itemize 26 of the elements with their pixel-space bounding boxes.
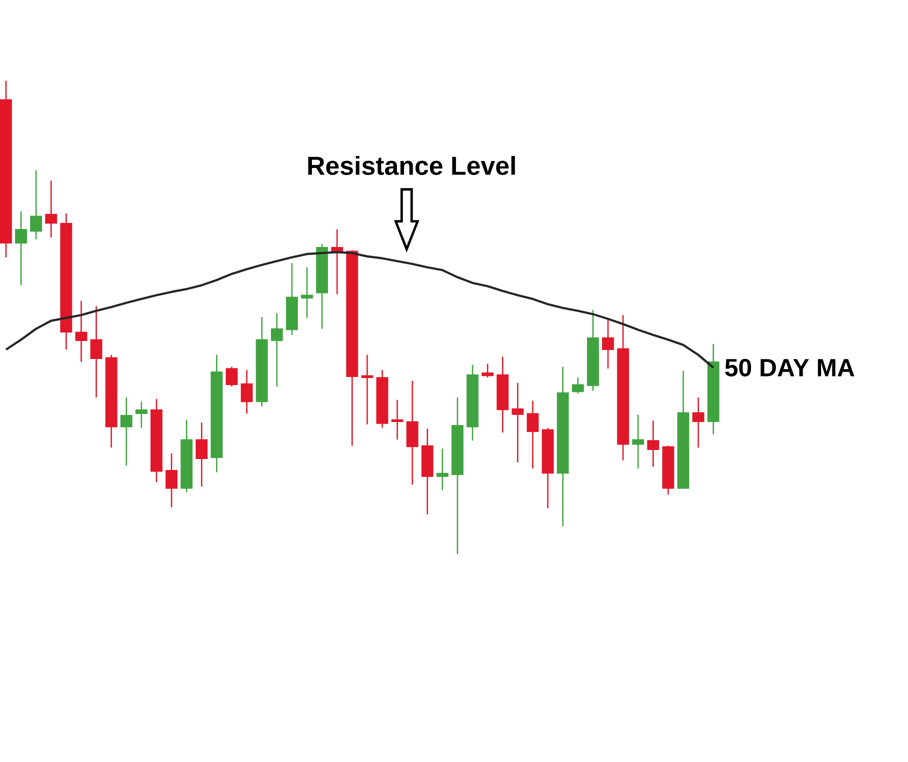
candlestick	[391, 399, 404, 440]
candlestick	[572, 377, 584, 395]
candlestick	[226, 366, 238, 388]
candlestick	[647, 420, 660, 468]
series-label: 50 DAY MA	[725, 359, 854, 377]
candlestick	[436, 448, 448, 492]
candlestick	[75, 300, 88, 363]
candlestick	[135, 401, 148, 429]
annotation: Resistance Level	[308, 156, 515, 176]
candlestick	[15, 211, 27, 286]
candlestick	[90, 306, 102, 398]
candlestick	[301, 266, 313, 319]
candlestick	[602, 319, 614, 370]
candlestick	[270, 312, 283, 388]
candlestick	[196, 422, 208, 488]
candlestick	[45, 180, 58, 238]
candlestick	[361, 354, 374, 426]
candlestick	[482, 363, 494, 378]
candlestick	[632, 414, 644, 470]
candlestick	[240, 370, 253, 414]
candlestick	[512, 382, 524, 464]
candlestick	[30, 170, 42, 240]
candlestick	[692, 397, 704, 449]
candlestick	[526, 400, 539, 470]
candlestick	[120, 397, 132, 467]
candlestick	[166, 452, 178, 508]
